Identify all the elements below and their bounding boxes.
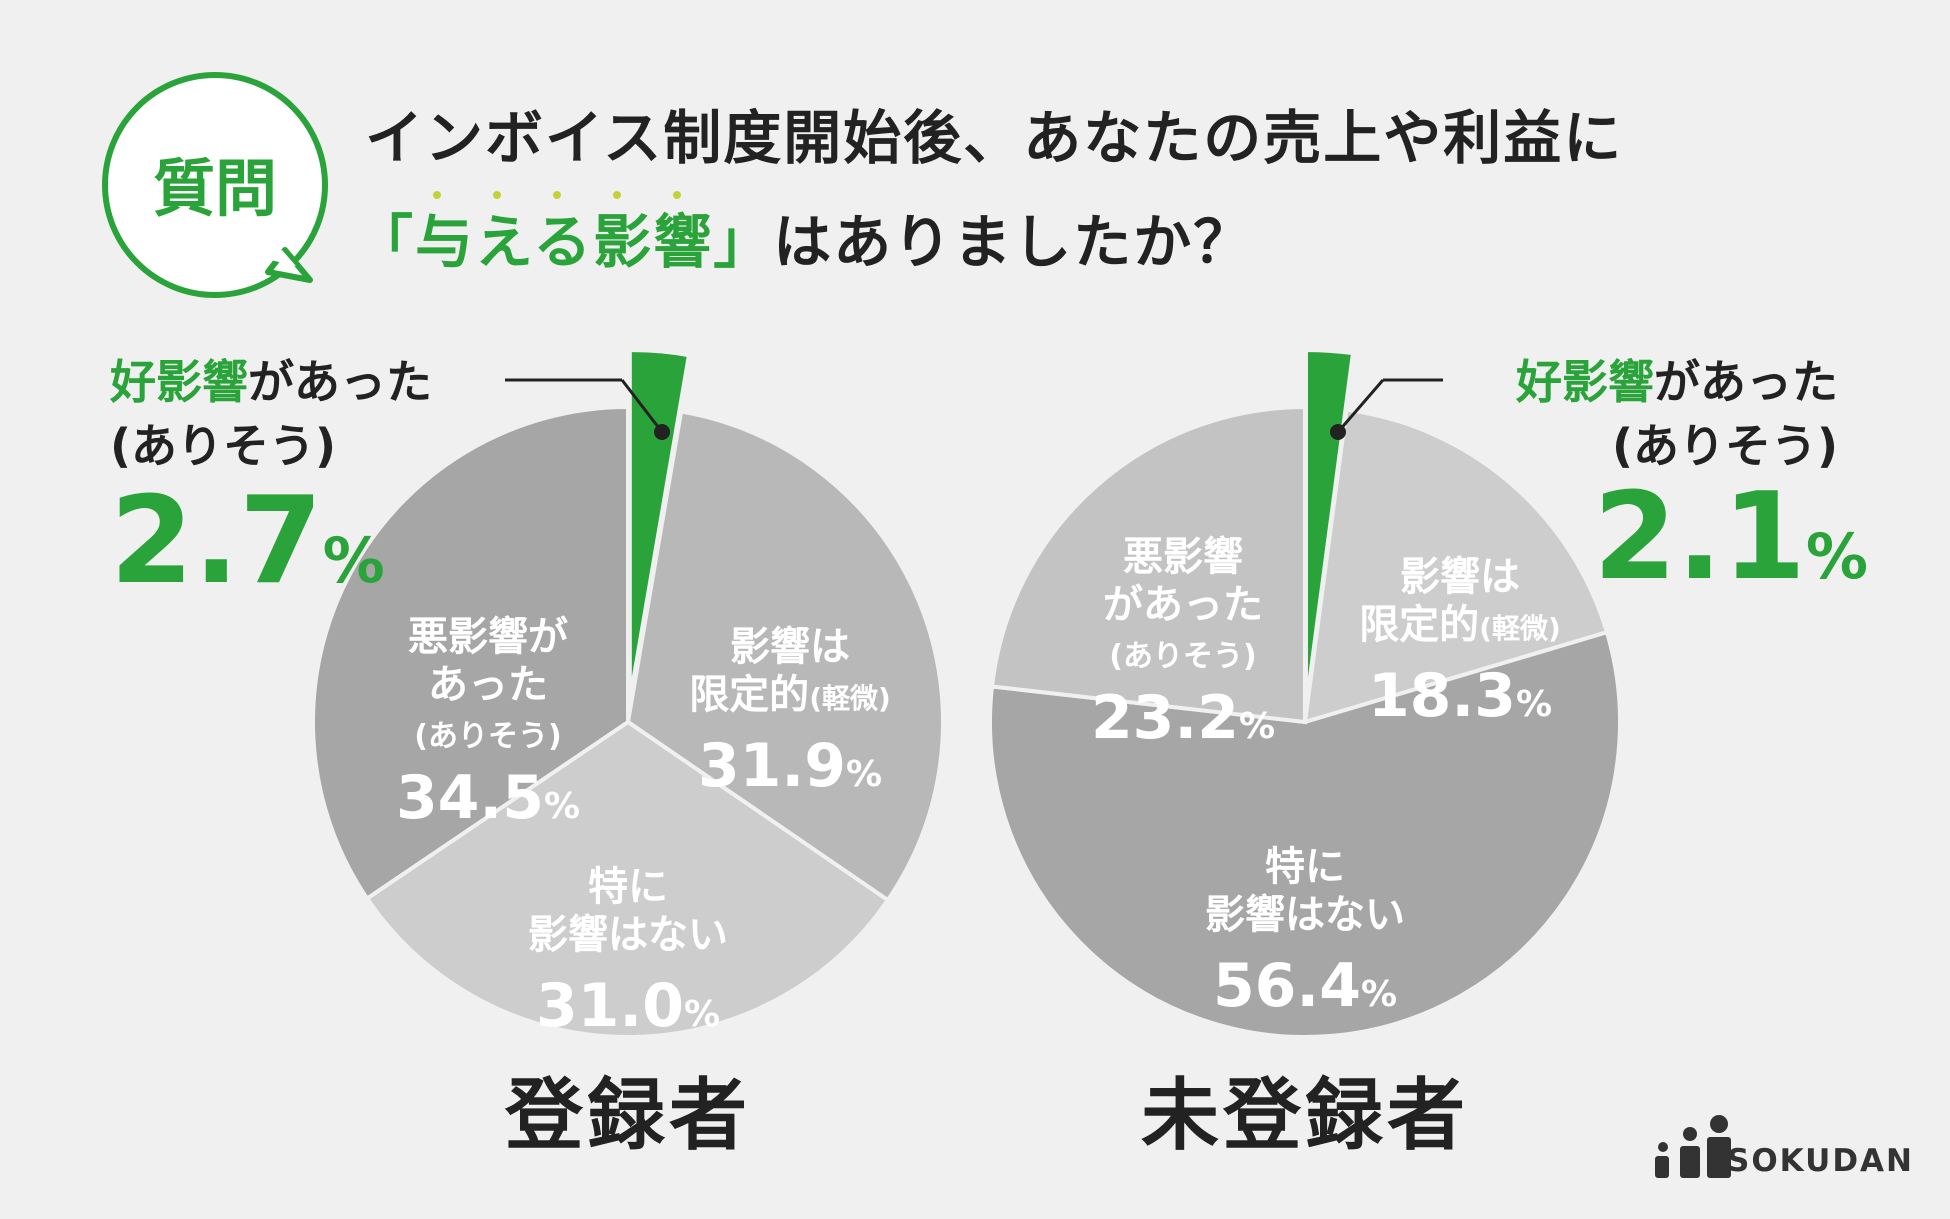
group-title-unregistered: 未登録者 bbox=[1141, 1071, 1469, 1161]
callout-dot bbox=[1330, 424, 1346, 440]
slice-label-line: 悪影響が bbox=[408, 614, 568, 660]
badge-text: 質問 bbox=[153, 152, 277, 225]
pie-slice-good bbox=[631, 352, 687, 678]
slice-label-line: 影響はない bbox=[1205, 892, 1405, 938]
slice-label-line: (ありそう) bbox=[414, 719, 561, 754]
slice-label-line: (ありそう) bbox=[1109, 639, 1256, 674]
callout-dot bbox=[654, 424, 670, 440]
pie-chart-registered: 影響は限定的(軽微)31.9%特に影響はない31.0%悪影響があった(ありそう)… bbox=[311, 352, 945, 1041]
question-badge: 質問 bbox=[102, 72, 328, 298]
group-title-registered: 登録者 bbox=[504, 1071, 751, 1161]
good-label-registered: 好影響があった bbox=[109, 355, 432, 409]
good-label-unregistered: 好影響があった bbox=[1515, 355, 1838, 409]
slice-label-line: 影響は bbox=[730, 624, 850, 670]
slice-label-line: 影響は bbox=[1400, 554, 1520, 600]
brand-logo: SOKUDAN bbox=[1655, 1115, 1914, 1179]
brand-name: SOKUDAN bbox=[1727, 1143, 1914, 1179]
emphasis-dots bbox=[433, 191, 681, 199]
question-line-2: 「与える影響」はありましたか？ bbox=[355, 208, 1253, 276]
pie-slice-limited bbox=[1302, 407, 1610, 725]
sokudan-logo-icon bbox=[1655, 1115, 1731, 1178]
question-highlight: 「与える影響」 bbox=[355, 208, 773, 276]
good-value-unregistered: 2.1% bbox=[1593, 468, 1868, 607]
slice-label-line: 影響はない bbox=[528, 912, 728, 958]
slice-label-line: 悪影響 bbox=[1123, 534, 1243, 580]
slice-label-line: 特に bbox=[588, 864, 668, 910]
question-line-1: インボイス制度開始後、あなたの売上や利益に bbox=[365, 104, 1623, 172]
slice-label-line: あった bbox=[428, 662, 548, 708]
callout-line bbox=[620, 379, 664, 433]
pie-slice-bad bbox=[989, 404, 1307, 725]
good-value-registered: 2.7% bbox=[110, 472, 385, 611]
pie-slice-none bbox=[364, 719, 891, 1039]
callout-line bbox=[1336, 379, 1385, 433]
good-callout-unregistered: 好影響があった (ありそう) 2.1% bbox=[1330, 355, 1868, 607]
badge-tail-cover bbox=[262, 250, 296, 266]
pie-slice-none bbox=[988, 629, 1622, 1040]
good-callout-registered: 好影響があった (ありそう) 2.7% bbox=[109, 355, 670, 611]
pie-chart-unregistered: 影響は限定的(軽微)18.3%特に影響はない56.4%悪影響があった(ありそう)… bbox=[988, 352, 1622, 1040]
question-line-2-rest: はありましたか？ bbox=[773, 208, 1253, 276]
good-label-sub-unregistered: (ありそう) bbox=[1612, 419, 1838, 473]
pie-slice-limited bbox=[625, 409, 945, 903]
slice-label-line: があった bbox=[1103, 582, 1263, 628]
slice-label-line: 特に bbox=[1265, 844, 1345, 890]
badge-bubble bbox=[102, 72, 328, 298]
good-label-sub-registered: (ありそう) bbox=[110, 419, 336, 473]
pie-slice-bad bbox=[311, 404, 630, 902]
